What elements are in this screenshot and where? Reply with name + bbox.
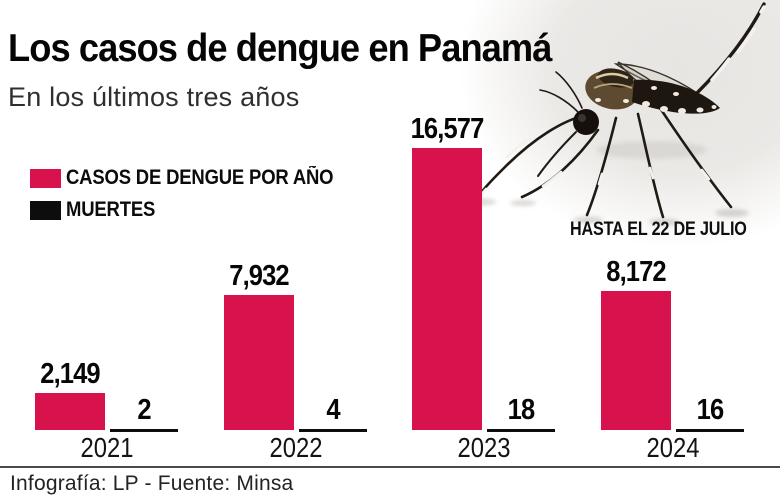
x-axis-label: 2024	[646, 432, 699, 463]
annotation-hasta: HASTA EL 22 DE JULIO	[570, 219, 747, 240]
x-axis-label: 2023	[457, 432, 511, 463]
cases-legend-swatch	[30, 169, 61, 188]
cases-value-label: 16,577	[410, 113, 485, 145]
page-title: Los casos de dengue en Panamá	[8, 27, 552, 71]
footer-divider	[0, 466, 780, 468]
deaths-value-label: 4	[325, 394, 340, 426]
cases-bar	[35, 393, 105, 430]
cases-value-label: 8,172	[605, 256, 666, 288]
deaths-value-label: 2	[137, 394, 151, 426]
deaths-bar	[110, 429, 178, 432]
deaths-value-label: 18	[507, 394, 536, 426]
deaths-bar	[675, 429, 744, 432]
deaths-legend-label: MUERTES	[66, 198, 156, 221]
deaths-value-label: 16	[696, 394, 724, 426]
cases-value-label: 2,149	[40, 358, 100, 390]
x-axis-label: 2021	[80, 432, 134, 463]
deaths-bar	[487, 429, 555, 432]
source-credit: Infografía: LP - Fuente: Minsa	[10, 472, 294, 495]
cases-legend-label: CASOS DE DENGUE POR AÑO	[66, 166, 334, 189]
cases-value-label: 7,932	[228, 260, 289, 292]
deaths-legend-swatch	[30, 201, 61, 220]
x-axis-label: 2022	[269, 432, 322, 463]
deaths-bar	[298, 429, 367, 432]
page-subtitle: En los últimos tres años	[8, 82, 300, 112]
cases-bar	[412, 148, 482, 430]
cases-bar	[223, 295, 294, 430]
cases-bar	[600, 291, 671, 430]
